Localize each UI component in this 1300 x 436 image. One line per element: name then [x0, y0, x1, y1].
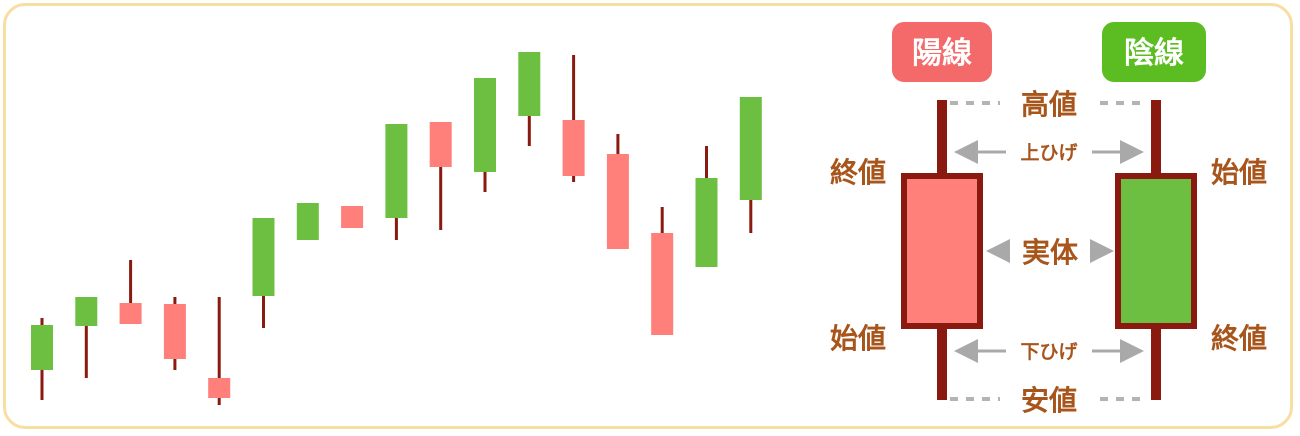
bullish-candle-illustration: [901, 100, 983, 400]
candle-body: [296, 203, 319, 240]
bearish-body: [1115, 173, 1197, 329]
candle-wick: [84, 297, 88, 378]
candle-wick: [572, 55, 576, 182]
label-high: 高値: [1021, 88, 1077, 121]
label-low: 安値: [1021, 384, 1077, 417]
candle-11: [474, 78, 496, 192]
candle-8: [341, 206, 364, 228]
candle-6: [252, 218, 275, 328]
bearish-badge-label: 陰線: [1124, 36, 1184, 71]
candle-3: [119, 260, 142, 324]
candle-wick: [129, 260, 133, 324]
candle-body: [31, 325, 53, 370]
candle-wick: [217, 297, 221, 405]
candle-body: [208, 378, 231, 398]
candlestick-chart: [31, 52, 762, 405]
candle-12: [518, 52, 541, 146]
candle-10: [429, 122, 452, 230]
candle-body: [518, 52, 541, 116]
candle-body: [651, 233, 674, 335]
candle-13: [562, 55, 585, 182]
bullish-badge-label: 陽線: [912, 36, 972, 71]
candle-2: [75, 297, 98, 378]
bearish-candle-illustration: [1115, 100, 1197, 400]
candle-14: [606, 134, 629, 249]
candle-1: [31, 318, 53, 400]
label-body: 実体: [1022, 236, 1079, 269]
candle-15: [651, 207, 674, 335]
bullish-body: [901, 173, 983, 329]
candle-9: [385, 124, 408, 240]
candle-body: [341, 206, 364, 228]
candle-16: [695, 146, 718, 267]
bullish-badge-bg: [892, 22, 992, 82]
label-close-top: 終値: [830, 156, 886, 189]
label-open-top: 始値: [1211, 156, 1267, 189]
label-upper-wick: 上ひげ: [1020, 142, 1078, 164]
bearish-badge: 陰線: [1102, 22, 1206, 82]
candle-body: [695, 178, 718, 267]
candle-body: [163, 304, 186, 359]
candle-7: [296, 203, 319, 240]
bullish-badge: 陽線: [892, 22, 992, 82]
candle-body: [562, 120, 585, 176]
candle-5: [208, 297, 231, 405]
label-open-bottom-left: 始値: [830, 322, 886, 355]
candle-17: [739, 97, 762, 233]
candle-body: [739, 97, 762, 200]
candle-body: [75, 297, 98, 326]
bearish-badge-bg: [1102, 22, 1206, 82]
candle-4: [163, 297, 186, 370]
label-lower-wick: 下ひげ: [1020, 341, 1078, 363]
candle-body: [119, 303, 142, 324]
candle-body: [429, 122, 452, 167]
label-close-bottom-right: 終値: [1211, 322, 1267, 355]
candle-wick: [439, 122, 443, 230]
candle-body: [385, 124, 408, 218]
candle-body: [252, 218, 275, 296]
candle-body: [474, 78, 496, 172]
candle-body: [606, 154, 629, 249]
